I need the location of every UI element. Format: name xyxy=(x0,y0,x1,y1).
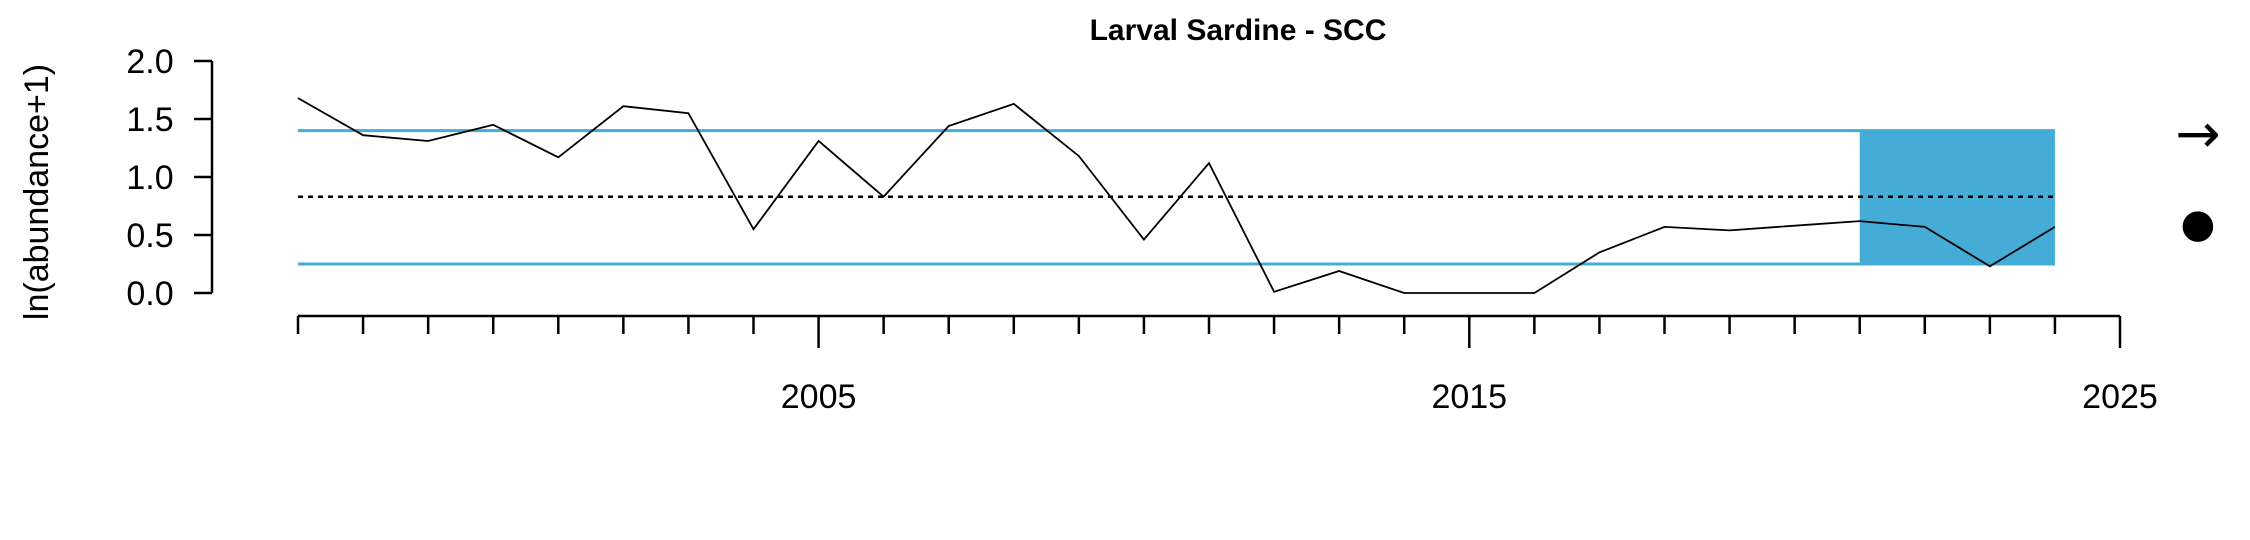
y-tick-label: 1.0 xyxy=(126,159,173,197)
mean-status-icon: ● xyxy=(2181,201,2216,247)
trend-arrow-icon: → xyxy=(2175,102,2220,165)
y-axis: 0.0 0.5 1.0 1.5 2.0 xyxy=(126,43,214,313)
y-tick-label: 2.0 xyxy=(126,43,173,81)
x-tick-label: 2025 xyxy=(2082,378,2158,416)
y-axis-title: ln(abundance+1) xyxy=(18,64,56,320)
x-axis: 2005 2015 2025 xyxy=(296,314,2158,416)
x-tick-label: 2015 xyxy=(1431,378,1507,416)
x-tick-label: 2005 xyxy=(781,378,857,416)
chart-title: Larval Sardine - SCC xyxy=(1090,14,1387,47)
y-tick-label: 1.5 xyxy=(126,101,173,139)
y-tick-label: 0.5 xyxy=(126,217,173,255)
y-tick-label: 0.0 xyxy=(126,275,173,313)
series-line xyxy=(297,97,2056,294)
